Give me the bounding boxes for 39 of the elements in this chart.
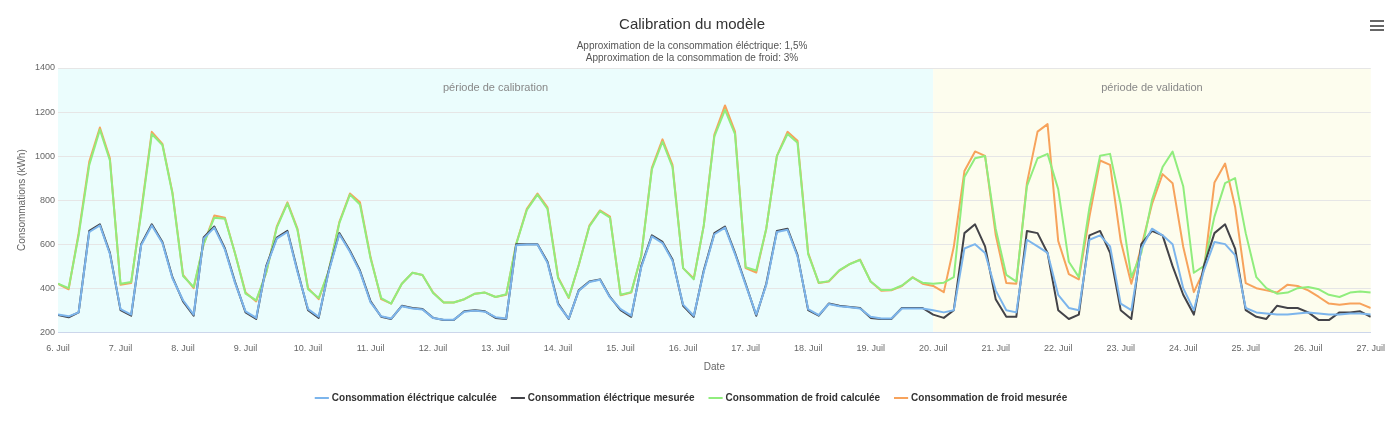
legend-label: Consommation de froid calculée: [725, 391, 881, 403]
x-axis-title: Date: [703, 360, 726, 372]
x-tick-label: 9. Juil: [233, 343, 258, 354]
x-tick-label: 14. Juil: [543, 343, 573, 354]
y-tick-label: 600: [39, 238, 56, 249]
x-tick-label: 20. Juil: [918, 343, 948, 354]
x-tick-label: 25. Juil: [1231, 343, 1260, 354]
x-tick-label: 12. Juil: [418, 343, 448, 354]
y-tick-label: 800: [39, 194, 56, 205]
y-axis-title: Consommations (kWh): [15, 149, 27, 251]
chart-subtitle: Approximation de la consommation éléctrique: 1,5% Approximation de la consommation de froid: 3%: [576, 39, 808, 63]
y-tick-label: 1000: [34, 150, 56, 161]
x-tick-label: 24. Juil: [1168, 343, 1198, 354]
chart-title: Calibration du modèle: [619, 15, 765, 33]
x-tick-label: 23. Juil: [1106, 343, 1135, 354]
x-tick-label: 19. Juil: [856, 343, 885, 354]
legend-label: Consommation éléctrique calculée: [331, 391, 498, 403]
x-tick-label: 6. Juil: [46, 343, 70, 354]
x-tick-label: 21. Juil: [981, 343, 1010, 354]
x-tick-label: 13. Juil: [481, 343, 510, 354]
y-tick-label: 400: [39, 282, 56, 293]
x-tick-label: 8. Juil: [171, 343, 195, 354]
band-label: période de calibration: [443, 81, 549, 94]
x-tick-label: 16. Juil: [668, 343, 698, 354]
y-tick-label: 200: [39, 326, 56, 337]
x-tick-label: 17. Juil: [731, 343, 760, 354]
x-tick-label: 15. Juil: [606, 343, 635, 354]
y-tick-label: 1200: [34, 106, 56, 117]
x-tick-label: 22. Juil: [1043, 343, 1073, 354]
x-tick-label: 7. Juil: [108, 343, 133, 354]
legend-label: Consommation éléctrique mesurée: [527, 391, 696, 403]
legend-label: Consommation de froid mesurée: [911, 391, 1068, 403]
y-tick-label: 1400: [34, 62, 56, 73]
x-tick-label: 10. Juil: [293, 343, 323, 354]
x-tick-label: 26. Juil: [1293, 343, 1323, 354]
x-tick-label: 11. Juil: [356, 343, 385, 354]
x-tick-label: 27. Juil: [1356, 343, 1386, 354]
x-tick-label: 18. Juil: [793, 343, 823, 354]
band-label: période de validation: [1101, 81, 1203, 94]
